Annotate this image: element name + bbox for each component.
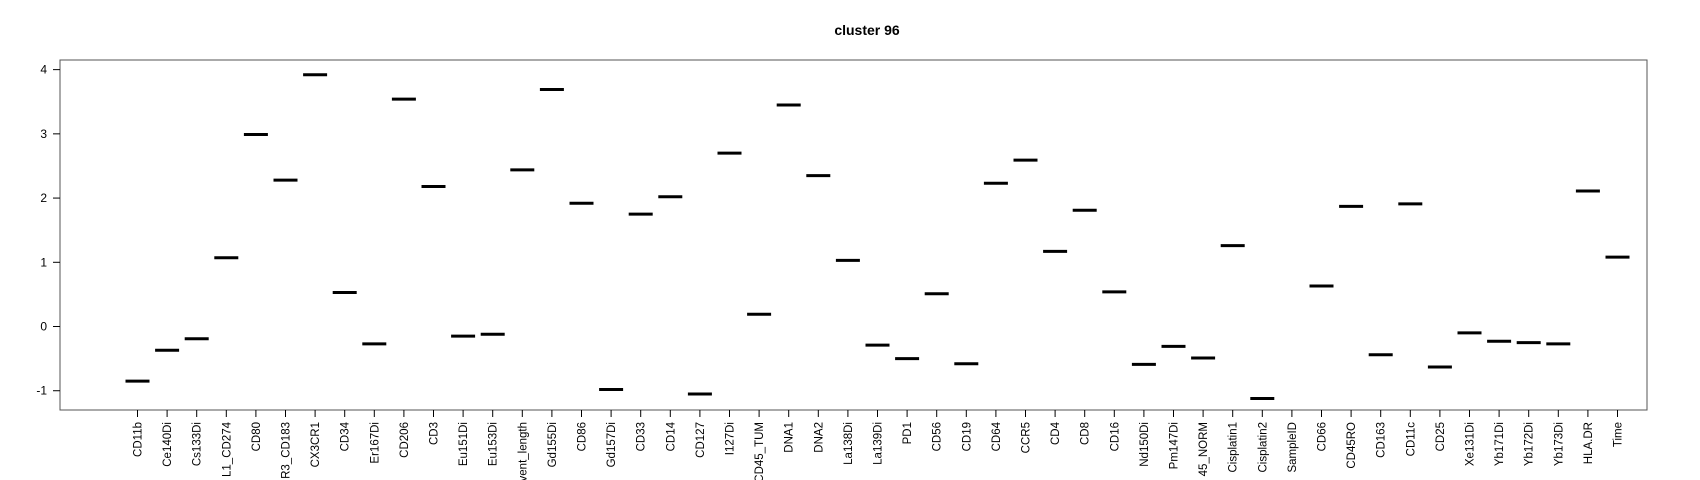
x-tick-label: Yb171Di (1494, 422, 1506, 466)
x-tick-label: CD19 (961, 422, 973, 451)
x-tick-label: CD14 (665, 421, 677, 451)
x-tick-label: 45_NORM (1198, 422, 1210, 476)
x-tick-label: Cs133Di (192, 422, 204, 466)
y-tick-label: 0 (40, 320, 47, 334)
x-tick-label: CD80 (251, 422, 263, 451)
x-tick-label: HLA.DR (1583, 422, 1595, 464)
chart-title: cluster 96 (834, 22, 900, 38)
x-tick-label: SampleID (1287, 422, 1299, 473)
x-tick-label: Yb173Di (1553, 422, 1565, 466)
x-tick-label: CD45_TUM (754, 422, 766, 480)
x-tick-label: DNA1 (784, 422, 796, 453)
x-tick-label: PD1 (902, 422, 914, 444)
y-tick-label: -1 (36, 384, 47, 398)
x-tick-label: CX3CR1 (310, 422, 322, 467)
x-tick-label: La138Di (843, 422, 855, 465)
x-tick-label: CD163 (1376, 422, 1388, 458)
x-tick-label: Yb172Di (1524, 422, 1536, 466)
x-tick-label: CD56 (932, 422, 944, 451)
y-tick-label: 4 (40, 63, 47, 77)
x-tick-label: vent_length (517, 422, 529, 480)
x-tick-label: Cisplatin1 (1228, 422, 1240, 473)
x-tick-label: CD86 (577, 422, 589, 451)
x-tick-label: Gd155Di (547, 422, 559, 467)
x-tick-label: CD4 (1050, 421, 1062, 445)
x-tick-label: CD11c (1405, 422, 1417, 457)
x-tick-label: CD66 (1317, 422, 1329, 451)
x-tick-label: Eu153Di (488, 422, 500, 466)
x-tick-label: CD64 (991, 421, 1003, 451)
x-tick-label: R3_CD183 (281, 422, 293, 479)
x-tick-label: Xe131Di (1465, 422, 1477, 466)
x-tick-label: CD45RO (1346, 422, 1358, 469)
x-tick-label: CD34 (340, 421, 352, 451)
x-tick-label: Gd157Di (606, 422, 618, 467)
x-tick-label: I127Di (725, 422, 737, 455)
x-tick-label: Er167Di (369, 422, 381, 464)
x-tick-label: Cisplatin2 (1257, 422, 1269, 473)
x-tick-label: CD3 (429, 422, 441, 445)
plot-area-frame (59, 59, 1648, 411)
x-tick-label: CCR5 (1021, 422, 1033, 453)
x-tick-label: CD127 (695, 422, 707, 458)
x-tick-label: DNA2 (813, 422, 825, 453)
x-tick-label: Time (1613, 422, 1625, 447)
y-tick-label: 1 (40, 255, 47, 269)
x-tick-label: CD206 (399, 422, 411, 458)
y-tick-label: 3 (40, 127, 47, 141)
x-tick-label: L1_CD274 (221, 421, 233, 477)
x-tick-label: CD16 (1109, 422, 1121, 451)
x-tick-label: Ce140Di (162, 422, 174, 467)
y-tick-label: 2 (40, 191, 47, 205)
x-tick-label: CD33 (636, 422, 648, 451)
x-tick-label: CD25 (1435, 422, 1447, 451)
x-tick-label: CD8 (1080, 422, 1092, 445)
x-axis: CD11b Ce140Di Cs133Di L1_CD274 CD80 R3_CD183 C… (133, 410, 1625, 480)
x-tick-label: Pm147Di (1169, 422, 1181, 469)
x-tick-label: La139Di (873, 422, 885, 465)
x-tick-label: Eu151Di (458, 422, 470, 466)
data-marks (125, 73, 1630, 400)
x-tick-label: Nd150Di (1139, 422, 1151, 467)
x-tick-label: CD11b (133, 422, 145, 457)
y-axis: -1 0 1 2 3 4 (36, 63, 60, 398)
